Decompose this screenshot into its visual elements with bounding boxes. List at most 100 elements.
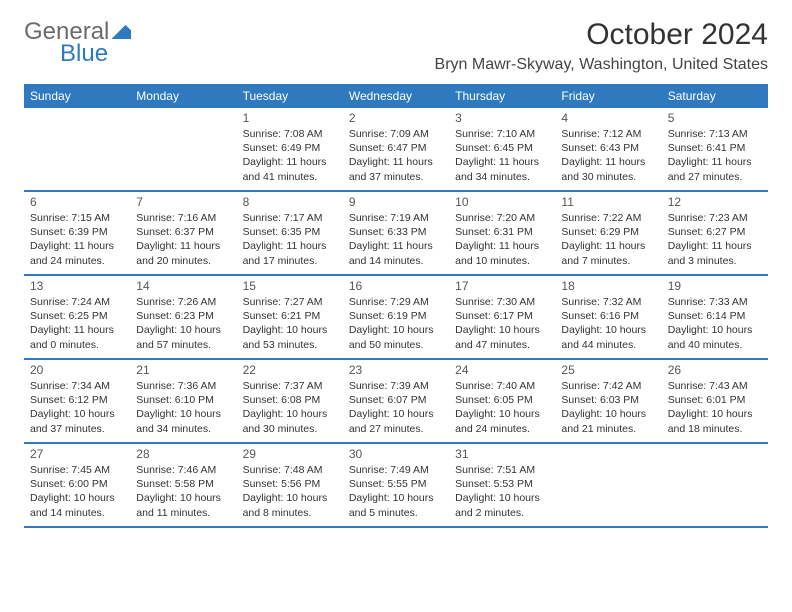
daylight-line: and 11 minutes. bbox=[136, 506, 230, 520]
day-cell: 20Sunrise: 7:34 AMSunset: 6:12 PMDayligh… bbox=[24, 360, 130, 442]
day-cell: 5Sunrise: 7:13 AMSunset: 6:41 PMDaylight… bbox=[662, 108, 768, 190]
day-number: 2 bbox=[349, 111, 443, 125]
daylight-line: and 24 minutes. bbox=[455, 422, 549, 436]
daylight-line: and 40 minutes. bbox=[668, 338, 762, 352]
sunrise-line: Sunrise: 7:24 AM bbox=[30, 295, 124, 309]
day-cell: 6Sunrise: 7:15 AMSunset: 6:39 PMDaylight… bbox=[24, 192, 130, 274]
day-cell: 3 Sunrise: 7:10 AMSunset: 6:45 PMDaylight… bbox=[449, 108, 555, 190]
daylight-line: and 47 minutes. bbox=[455, 338, 549, 352]
daylight-line: and 53 minutes. bbox=[243, 338, 337, 352]
day-cell: 11Sunrise: 7:22 AMSunset: 6:29 PMDayligh… bbox=[555, 192, 661, 274]
day-cell: 19Sunrise: 7:33 AMSunset: 6:14 PMDayligh… bbox=[662, 276, 768, 358]
sunrise-line: Sunrise: 7:33 AM bbox=[668, 295, 762, 309]
sunset-line: Sunset: 6:16 PM bbox=[561, 309, 655, 323]
daylight-line: Daylight: 10 hours bbox=[136, 323, 230, 337]
sunrise-line: Sunrise: 7:16 AM bbox=[136, 211, 230, 225]
sunset-line: Sunset: 6:17 PM bbox=[455, 309, 549, 323]
daylight-line: and 30 minutes. bbox=[243, 422, 337, 436]
day-number: 12 bbox=[668, 195, 762, 209]
day-cell: 15Sunrise: 7:27 AMSunset: 6:21 PMDayligh… bbox=[237, 276, 343, 358]
daylight-line: Daylight: 10 hours bbox=[349, 491, 443, 505]
sunrise-line: Sunrise: 7:15 AM bbox=[30, 211, 124, 225]
day-number: 1 bbox=[243, 111, 337, 125]
calendar-page: General Blue October 2024 Bryn Mawr-Skyw… bbox=[0, 0, 792, 540]
dow-friday: Friday bbox=[555, 84, 661, 108]
day-number: 24 bbox=[455, 363, 549, 377]
daylight-line: Daylight: 10 hours bbox=[243, 323, 337, 337]
day-cell: 10Sunrise: 7:20 AMSunset: 6:31 PMDayligh… bbox=[449, 192, 555, 274]
sunset-line: Sunset: 6:27 PM bbox=[668, 225, 762, 239]
daylight-line: Daylight: 10 hours bbox=[243, 407, 337, 421]
daylight-line: Daylight: 11 hours bbox=[455, 239, 549, 253]
daylight-line: and 27 minutes. bbox=[668, 170, 762, 184]
dow-wednesday: Wednesday bbox=[343, 84, 449, 108]
daylight-line: Daylight: 11 hours bbox=[30, 323, 124, 337]
daylight-line: and 14 minutes. bbox=[30, 506, 124, 520]
day-number: 18 bbox=[561, 279, 655, 293]
dow-saturday: Saturday bbox=[662, 84, 768, 108]
daylight-line: Daylight: 11 hours bbox=[668, 239, 762, 253]
day-number: 29 bbox=[243, 447, 337, 461]
dow-tuesday: Tuesday bbox=[237, 84, 343, 108]
day-cell: 31Sunrise: 7:51 AMSunset: 5:53 PMDayligh… bbox=[449, 444, 555, 526]
sunset-line: Sunset: 6:25 PM bbox=[30, 309, 124, 323]
sunrise-line: Sunrise: 7:19 AM bbox=[349, 211, 443, 225]
daylight-line: and 10 minutes. bbox=[455, 254, 549, 268]
daylight-line: Daylight: 11 hours bbox=[668, 155, 762, 169]
dow-thursday: Thursday bbox=[449, 84, 555, 108]
day-number: 17 bbox=[455, 279, 549, 293]
day-cell: 28Sunrise: 7:46 AMSunset: 5:58 PMDayligh… bbox=[130, 444, 236, 526]
sunrise-line: Sunrise: 7:27 AM bbox=[243, 295, 337, 309]
daylight-line: Daylight: 11 hours bbox=[30, 239, 124, 253]
week-row: 27Sunrise: 7:45 AMSunset: 6:00 PMDayligh… bbox=[24, 444, 768, 528]
week-row: 13Sunrise: 7:24 AMSunset: 6:25 PMDayligh… bbox=[24, 276, 768, 360]
week-row: 1Sunrise: 7:08 AMSunset: 6:49 PMDaylight… bbox=[24, 108, 768, 192]
daylight-line: Daylight: 11 hours bbox=[136, 239, 230, 253]
day-cell: 26Sunrise: 7:43 AMSunset: 6:01 PMDayligh… bbox=[662, 360, 768, 442]
sunrise-line: Sunrise: 7:45 AM bbox=[30, 463, 124, 477]
sunset-line: Sunset: 6:49 PM bbox=[243, 141, 337, 155]
sunset-line: Sunset: 6:45 PM bbox=[455, 141, 549, 155]
day-cell: 2Sunrise: 7:09 AMSunset: 6:47 PMDaylight… bbox=[343, 108, 449, 190]
sunrise-line: Sunrise: 7:09 AM bbox=[349, 127, 443, 141]
day-number: 6 bbox=[30, 195, 124, 209]
daylight-line: and 24 minutes. bbox=[30, 254, 124, 268]
day-number: 28 bbox=[136, 447, 230, 461]
daylight-line: and 41 minutes. bbox=[243, 170, 337, 184]
daylight-line: and 17 minutes. bbox=[243, 254, 337, 268]
sunrise-line: Sunrise: 7:10 AM bbox=[455, 127, 549, 141]
day-cell: 17Sunrise: 7:30 AMSunset: 6:17 PMDayligh… bbox=[449, 276, 555, 358]
daylight-line: Daylight: 10 hours bbox=[30, 407, 124, 421]
daylight-line: Daylight: 10 hours bbox=[349, 323, 443, 337]
sunset-line: Sunset: 6:43 PM bbox=[561, 141, 655, 155]
sunset-line: Sunset: 6:01 PM bbox=[668, 393, 762, 407]
daylight-line: Daylight: 11 hours bbox=[349, 155, 443, 169]
header: General Blue October 2024 Bryn Mawr-Skyw… bbox=[24, 18, 768, 74]
daylight-line: and 18 minutes. bbox=[668, 422, 762, 436]
sunrise-line: Sunrise: 7:37 AM bbox=[243, 379, 337, 393]
day-cell: 8Sunrise: 7:17 AMSunset: 6:35 PMDaylight… bbox=[237, 192, 343, 274]
daylight-line: Daylight: 11 hours bbox=[561, 239, 655, 253]
day-number: 26 bbox=[668, 363, 762, 377]
daylight-line: and 44 minutes. bbox=[561, 338, 655, 352]
day-number: 3 bbox=[455, 111, 549, 125]
sunset-line: Sunset: 6:21 PM bbox=[243, 309, 337, 323]
sunrise-line: Sunrise: 7:40 AM bbox=[455, 379, 549, 393]
day-number: 7 bbox=[136, 195, 230, 209]
daylight-line: and 3 minutes. bbox=[668, 254, 762, 268]
title-block: October 2024 Bryn Mawr-Skyway, Washingto… bbox=[435, 18, 768, 74]
sunrise-line: Sunrise: 7:46 AM bbox=[136, 463, 230, 477]
logo-text-blue: Blue bbox=[24, 40, 108, 68]
day-number: 23 bbox=[349, 363, 443, 377]
day-cell: 25Sunrise: 7:42 AMSunset: 6:03 PMDayligh… bbox=[555, 360, 661, 442]
day-cell: 4Sunrise: 7:12 AMSunset: 6:43 PMDaylight… bbox=[555, 108, 661, 190]
logo: General Blue bbox=[24, 18, 131, 68]
daylight-line: Daylight: 11 hours bbox=[243, 155, 337, 169]
daylight-line: and 50 minutes. bbox=[349, 338, 443, 352]
day-cell: 30Sunrise: 7:49 AMSunset: 5:55 PMDayligh… bbox=[343, 444, 449, 526]
day-number: 8 bbox=[243, 195, 337, 209]
page-title: October 2024 bbox=[435, 18, 768, 52]
daylight-line: Daylight: 11 hours bbox=[349, 239, 443, 253]
daylight-line: Daylight: 11 hours bbox=[455, 155, 549, 169]
sunrise-line: Sunrise: 7:32 AM bbox=[561, 295, 655, 309]
